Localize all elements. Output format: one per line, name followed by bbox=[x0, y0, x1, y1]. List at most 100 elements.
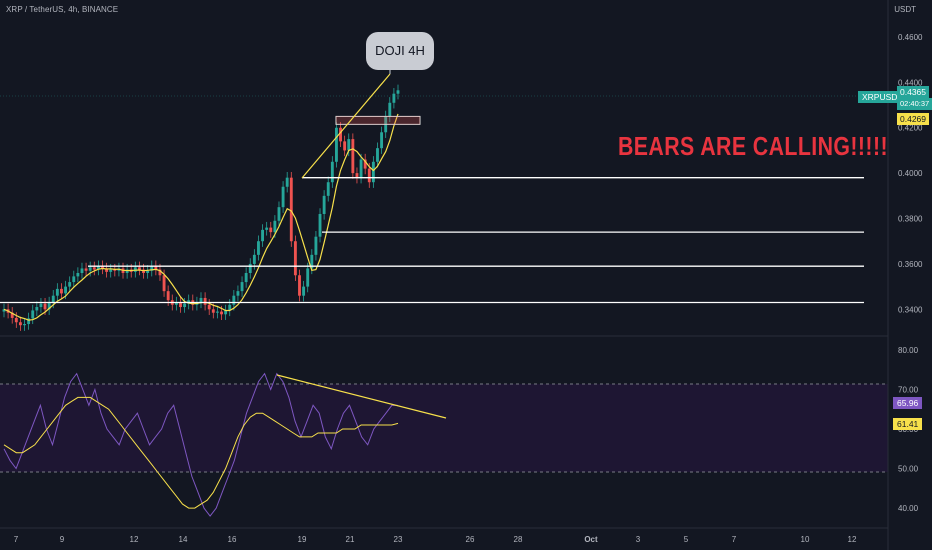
time-tick-label: 26 bbox=[466, 535, 475, 544]
price-tick-label: 0.4000 bbox=[898, 169, 923, 178]
symbol-title: XRP / TetherUS, 4h, BINANCE bbox=[6, 5, 119, 14]
candle-body bbox=[269, 227, 273, 233]
candle-body bbox=[64, 286, 67, 294]
candle-body bbox=[27, 318, 31, 325]
candle-body bbox=[298, 275, 301, 296]
candle-body bbox=[367, 168, 371, 183]
candle-body bbox=[273, 220, 277, 233]
candle-body bbox=[113, 269, 117, 271]
candle-body bbox=[179, 302, 182, 308]
candle-body bbox=[92, 267, 96, 270]
candle-body bbox=[293, 241, 297, 276]
candle-body bbox=[101, 266, 104, 269]
candle-body bbox=[322, 195, 326, 214]
countdown-badge: 02:40:37 bbox=[897, 98, 932, 110]
candle-body bbox=[289, 177, 293, 242]
last-price-badge: 0.4365 bbox=[897, 86, 929, 98]
candle-body bbox=[351, 139, 355, 174]
time-tick-label: 3 bbox=[636, 535, 641, 544]
candle-body bbox=[224, 310, 228, 315]
candle-body bbox=[162, 275, 166, 292]
candle-body bbox=[138, 267, 141, 270]
candle-body bbox=[285, 177, 289, 187]
candle-body bbox=[236, 291, 240, 296]
time-tick-label: 19 bbox=[298, 535, 307, 544]
candle-body bbox=[105, 268, 109, 272]
candle-body bbox=[306, 268, 310, 287]
symbol-badge: XRPUSDT bbox=[858, 91, 907, 103]
doji-callout: DOJI 4H bbox=[366, 32, 434, 70]
time-tick-label: 12 bbox=[848, 535, 857, 544]
resistance-box-fill bbox=[336, 116, 420, 125]
rsi-ma-line bbox=[3, 396, 399, 509]
candle-body bbox=[302, 286, 306, 296]
candle-body bbox=[248, 263, 252, 273]
candle-body bbox=[23, 324, 26, 326]
time-tick-label: Oct bbox=[584, 535, 598, 544]
currency-label: USDT bbox=[894, 5, 916, 14]
rsi-tick-label: 40.00 bbox=[898, 504, 919, 513]
rsi-divergence-trendline bbox=[276, 374, 447, 419]
candle-body bbox=[252, 254, 256, 264]
candle-body bbox=[68, 282, 72, 287]
time-tick-label: 5 bbox=[684, 535, 689, 544]
candle-body bbox=[257, 241, 260, 255]
candle-body bbox=[203, 297, 207, 305]
candle-body bbox=[47, 302, 51, 310]
candle-body bbox=[335, 127, 338, 162]
candle-body bbox=[376, 148, 379, 162]
candlestick-series bbox=[2, 84, 400, 331]
candle-body bbox=[363, 159, 367, 169]
candle-body bbox=[31, 310, 35, 319]
candle-body bbox=[392, 93, 396, 103]
candle-body bbox=[330, 161, 334, 183]
candle-body bbox=[215, 311, 219, 313]
candle-body bbox=[150, 266, 154, 271]
candle-body bbox=[158, 269, 162, 276]
candle-body bbox=[228, 304, 232, 311]
candle-body bbox=[371, 161, 375, 183]
price-tick-label: 0.4400 bbox=[898, 78, 923, 87]
price-tick-label: 0.4600 bbox=[898, 33, 923, 42]
candle-body bbox=[39, 303, 43, 308]
candle-body bbox=[281, 186, 285, 208]
time-tick-label: 16 bbox=[228, 535, 237, 544]
rsi-ma-value-badge: 61.41 bbox=[893, 418, 923, 430]
candle-body bbox=[359, 159, 363, 178]
candle-body bbox=[51, 295, 55, 303]
rsi-band-fill bbox=[0, 384, 888, 472]
candle-body bbox=[174, 302, 178, 305]
candle-body bbox=[380, 132, 384, 149]
price-tick-label: 0.3800 bbox=[898, 215, 923, 224]
price-axis-ticks: 0.3400 0.3600 0.3800 0.4000 0.4200 0.4400 0.46… bbox=[898, 33, 923, 314]
candle-body bbox=[72, 276, 76, 283]
candle-body bbox=[347, 139, 351, 151]
rsi-tick-label: 70.00 bbox=[898, 385, 919, 394]
candle-body bbox=[244, 272, 248, 283]
candle-body bbox=[43, 303, 47, 310]
candle-body bbox=[220, 311, 223, 315]
price-tick-label: 0.3400 bbox=[898, 305, 923, 314]
price-tick-label: 0.3600 bbox=[898, 260, 923, 269]
candle-body bbox=[261, 229, 264, 242]
candle-body bbox=[310, 254, 314, 269]
candle-body bbox=[355, 173, 359, 178]
candle-body bbox=[199, 297, 203, 303]
candle-body bbox=[240, 282, 244, 292]
candle-body bbox=[2, 309, 6, 312]
candle-body bbox=[14, 317, 18, 323]
candle-body bbox=[154, 266, 158, 270]
time-axis-ticks: 7 9 12 14 16 19 21 23 26 28 Oct 3 5 7 10 12 bbox=[14, 535, 857, 544]
candle-body bbox=[211, 309, 215, 313]
rsi-tick-label: 80.00 bbox=[898, 346, 919, 355]
candle-body bbox=[388, 102, 392, 117]
candle-body bbox=[88, 267, 92, 271]
support-lines bbox=[0, 177, 864, 304]
time-tick-label: 7 bbox=[732, 535, 737, 544]
time-tick-label: 23 bbox=[394, 535, 403, 544]
candle-body bbox=[277, 207, 281, 221]
rsi-line bbox=[3, 372, 399, 517]
candle-body bbox=[84, 268, 88, 271]
candle-body bbox=[146, 270, 150, 273]
